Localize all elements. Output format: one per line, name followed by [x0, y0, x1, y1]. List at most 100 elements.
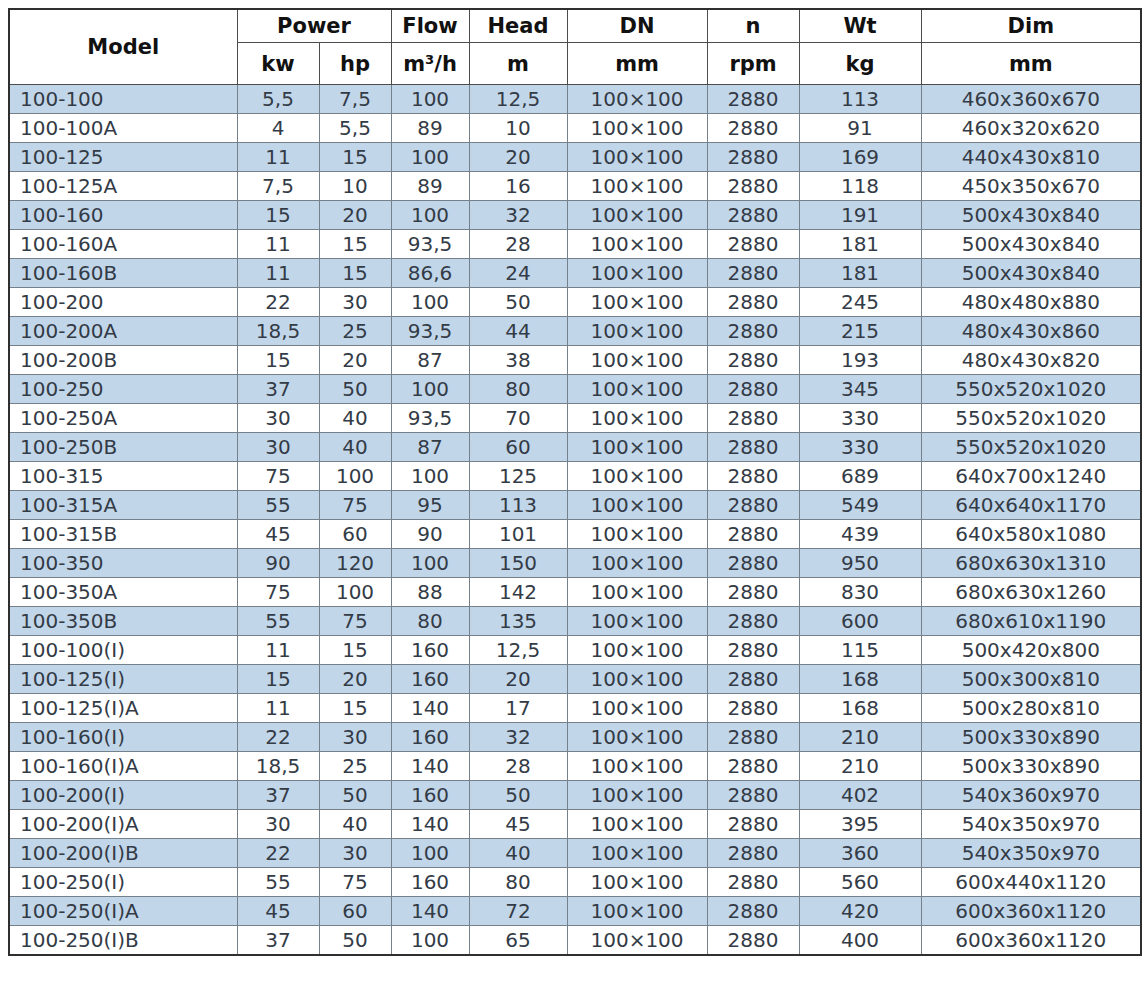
cell-power-kw: 55 — [237, 868, 319, 897]
cell-model: 100-250(I)B — [9, 926, 237, 956]
col-header-dn: DN — [567, 9, 707, 43]
cell-power-kw: 22 — [237, 839, 319, 868]
cell-weight: 215 — [799, 317, 921, 346]
cell-dn: 100×100 — [567, 868, 707, 897]
cell-dimensions: 480x430x860 — [921, 317, 1141, 346]
table-row: 100-350B 55 75 80 135 100×100 2880 600 6… — [9, 607, 1141, 636]
cell-dn: 100×100 — [567, 665, 707, 694]
cell-dn: 100×100 — [567, 230, 707, 259]
cell-power-hp: 60 — [319, 520, 391, 549]
cell-power-hp: 60 — [319, 897, 391, 926]
cell-model: 100-160(I) — [9, 723, 237, 752]
cell-dimensions: 460x320x620 — [921, 114, 1141, 143]
cell-dn: 100×100 — [567, 462, 707, 491]
cell-head: 80 — [469, 868, 567, 897]
cell-dn: 100×100 — [567, 172, 707, 201]
cell-rpm: 2880 — [707, 926, 799, 956]
col-unit-n: rpm — [707, 43, 799, 85]
table-body: 100-100 5,5 7,5 100 12,5 100×100 2880 11… — [9, 85, 1141, 956]
cell-dimensions: 450x350x670 — [921, 172, 1141, 201]
cell-weight: 118 — [799, 172, 921, 201]
cell-head: 44 — [469, 317, 567, 346]
cell-dimensions: 500x420x800 — [921, 636, 1141, 665]
table-row: 100-160B 11 15 86,6 24 100×100 2880 181 … — [9, 259, 1141, 288]
table-row: 100-200 22 30 100 50 100×100 2880 245 48… — [9, 288, 1141, 317]
table-row: 100-315 75 100 100 125 100×100 2880 689 … — [9, 462, 1141, 491]
cell-flow: 93,5 — [391, 404, 469, 433]
cell-weight: 168 — [799, 694, 921, 723]
cell-weight: 689 — [799, 462, 921, 491]
cell-model: 100-160(I)A — [9, 752, 237, 781]
cell-flow: 90 — [391, 520, 469, 549]
cell-rpm: 2880 — [707, 868, 799, 897]
cell-model: 100-250(I)A — [9, 897, 237, 926]
cell-flow: 93,5 — [391, 317, 469, 346]
cell-flow: 100 — [391, 288, 469, 317]
table-row: 100-160 15 20 100 32 100×100 2880 191 50… — [9, 201, 1141, 230]
cell-dn: 100×100 — [567, 607, 707, 636]
cell-flow: 87 — [391, 433, 469, 462]
cell-head: 32 — [469, 201, 567, 230]
cell-model: 100-160A — [9, 230, 237, 259]
cell-weight: 330 — [799, 404, 921, 433]
cell-rpm: 2880 — [707, 723, 799, 752]
cell-dimensions: 540x350x970 — [921, 810, 1141, 839]
cell-power-kw: 15 — [237, 201, 319, 230]
table-row: 100-160(I) 22 30 160 32 100×100 2880 210… — [9, 723, 1141, 752]
col-header-dim: Dim — [921, 9, 1141, 43]
cell-dimensions: 540x360x970 — [921, 781, 1141, 810]
cell-dn: 100×100 — [567, 897, 707, 926]
col-header-power: Power — [237, 9, 391, 43]
cell-power-hp: 15 — [319, 143, 391, 172]
cell-flow: 160 — [391, 665, 469, 694]
cell-model: 100-250B — [9, 433, 237, 462]
cell-power-hp: 20 — [319, 201, 391, 230]
cell-dn: 100×100 — [567, 578, 707, 607]
table-row: 100-250(I) 55 75 160 80 100×100 2880 560… — [9, 868, 1141, 897]
cell-model: 100-350A — [9, 578, 237, 607]
cell-model: 100-100(I) — [9, 636, 237, 665]
col-unit-wt: kg — [799, 43, 921, 85]
cell-flow: 160 — [391, 723, 469, 752]
cell-dimensions: 640x580x1080 — [921, 520, 1141, 549]
col-unit-hp: hp — [319, 43, 391, 85]
cell-flow: 140 — [391, 897, 469, 926]
table-row: 100-160A 11 15 93,5 28 100×100 2880 181 … — [9, 230, 1141, 259]
cell-dimensions: 680x610x1190 — [921, 607, 1141, 636]
cell-flow: 160 — [391, 636, 469, 665]
cell-power-hp: 30 — [319, 839, 391, 868]
cell-dimensions: 500x330x890 — [921, 752, 1141, 781]
cell-model: 100-200 — [9, 288, 237, 317]
cell-power-hp: 75 — [319, 868, 391, 897]
cell-head: 32 — [469, 723, 567, 752]
cell-dn: 100×100 — [567, 723, 707, 752]
col-unit-dn: mm — [567, 43, 707, 85]
cell-rpm: 2880 — [707, 578, 799, 607]
cell-dn: 100×100 — [567, 694, 707, 723]
cell-power-kw: 30 — [237, 810, 319, 839]
cell-flow: 86,6 — [391, 259, 469, 288]
table-row: 100-350A 75 100 88 142 100×100 2880 830 … — [9, 578, 1141, 607]
cell-flow: 160 — [391, 781, 469, 810]
cell-dn: 100×100 — [567, 375, 707, 404]
cell-power-hp: 50 — [319, 375, 391, 404]
cell-dn: 100×100 — [567, 491, 707, 520]
cell-power-hp: 100 — [319, 578, 391, 607]
cell-dimensions: 680x630x1310 — [921, 549, 1141, 578]
cell-dimensions: 550x520x1020 — [921, 375, 1141, 404]
cell-head: 28 — [469, 230, 567, 259]
cell-rpm: 2880 — [707, 375, 799, 404]
cell-head: 150 — [469, 549, 567, 578]
cell-dimensions: 460x360x670 — [921, 85, 1141, 114]
cell-weight: 169 — [799, 143, 921, 172]
cell-weight: 330 — [799, 433, 921, 462]
cell-head: 16 — [469, 172, 567, 201]
cell-rpm: 2880 — [707, 781, 799, 810]
cell-model: 100-200(I)A — [9, 810, 237, 839]
cell-flow: 100 — [391, 143, 469, 172]
cell-power-kw: 30 — [237, 433, 319, 462]
cell-dn: 100×100 — [567, 926, 707, 956]
table-row: 100-100 5,5 7,5 100 12,5 100×100 2880 11… — [9, 85, 1141, 114]
cell-weight: 245 — [799, 288, 921, 317]
col-header-model: Model — [9, 9, 237, 85]
